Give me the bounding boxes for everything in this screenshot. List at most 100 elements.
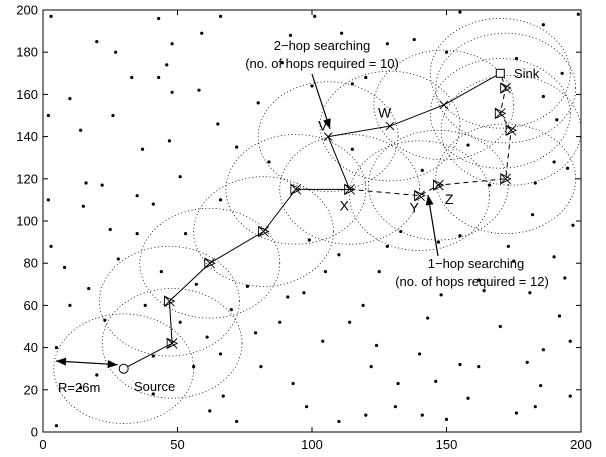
background-node-72 <box>560 71 564 75</box>
background-node-96 <box>130 75 134 80</box>
common-path <box>123 188 350 370</box>
background-node-117 <box>514 411 519 415</box>
background-node-19 <box>208 409 212 413</box>
common-path-node-2 <box>204 257 216 269</box>
one-hop-node-2 <box>500 173 512 185</box>
background-node-78 <box>458 362 462 367</box>
one-hop-annotation-line2: (no. of hops required = 12) <box>395 274 549 289</box>
y-tick-label-20: 20 <box>24 382 38 397</box>
background-node-95 <box>140 147 145 151</box>
background-node-116 <box>498 324 502 329</box>
background-node-74 <box>552 160 556 164</box>
background-nodes <box>46 10 580 428</box>
background-node-108 <box>135 232 139 236</box>
background-node-15 <box>197 88 201 92</box>
background-node-89 <box>576 12 580 16</box>
y-tick-label-80: 80 <box>24 256 38 271</box>
background-node-48 <box>477 364 481 369</box>
background-node-11 <box>167 139 172 143</box>
background-node-115 <box>444 417 449 421</box>
background-node-28 <box>218 198 223 202</box>
source-marker <box>118 363 129 374</box>
background-node-69 <box>313 14 317 18</box>
background-node-20 <box>143 303 147 307</box>
coverage-circle-14 <box>429 58 571 169</box>
background-node-70 <box>458 10 462 14</box>
two-hop-arrow-head <box>323 118 331 129</box>
background-node-23 <box>280 61 285 65</box>
coverage-circle-12 <box>435 123 577 235</box>
node-label-y: Y <box>410 200 420 216</box>
node-label-x: X <box>340 197 350 213</box>
background-node-80 <box>396 381 400 386</box>
background-node-24 <box>288 33 293 37</box>
common-path-node-4 <box>290 183 302 196</box>
one-hop-node-4 <box>494 107 507 120</box>
background-node-16 <box>165 63 169 67</box>
background-node-84 <box>253 331 258 335</box>
background-node-109 <box>87 286 91 291</box>
node-label-z: Z <box>445 191 454 207</box>
coverage-circle-5 <box>225 134 367 245</box>
background-node-1 <box>79 128 83 132</box>
background-node-49 <box>466 396 470 400</box>
background-node-122 <box>339 31 344 35</box>
background-node-8 <box>68 97 72 101</box>
one-hop-annotation-line1: 1−hop searching <box>428 256 525 271</box>
x-tick-label-150: 150 <box>436 437 458 452</box>
background-node-54 <box>305 405 309 409</box>
background-node-6 <box>79 386 83 390</box>
range-arrow <box>55 360 118 366</box>
plot-frame <box>42 9 582 433</box>
coverage-circle-3 <box>139 207 281 319</box>
common-path-node-5 <box>344 183 356 196</box>
background-node-85 <box>218 352 223 356</box>
background-node-53 <box>337 419 341 424</box>
background-node-44 <box>541 348 545 352</box>
background-node-106 <box>302 291 306 295</box>
coverage-circle-4 <box>193 176 334 287</box>
background-node-77 <box>477 278 481 282</box>
background-node-4 <box>100 183 104 187</box>
coverage-circle-15 <box>435 32 577 144</box>
background-node-111 <box>95 373 99 377</box>
background-node-107 <box>183 232 188 236</box>
coverage-circle-16 <box>429 18 571 129</box>
background-node-68 <box>218 14 223 18</box>
y-tick-label-160: 160 <box>16 87 38 102</box>
annotations: 2−hop searching (no. of hops required = … <box>55 38 549 395</box>
background-node-86 <box>393 405 397 409</box>
background-node-119 <box>565 166 570 170</box>
background-node-100 <box>482 289 486 293</box>
background-node-61 <box>116 257 120 261</box>
two-hop-annotation-line1: 2−hop searching <box>274 38 371 53</box>
background-node-75 <box>528 291 532 295</box>
background-node-83 <box>286 295 290 299</box>
background-node-120 <box>541 94 545 99</box>
background-node-87 <box>533 405 537 409</box>
background-node-25 <box>321 339 325 343</box>
background-node-52 <box>364 413 368 417</box>
background-node-3 <box>84 181 88 185</box>
background-node-17 <box>157 75 161 80</box>
two-hop-node-2 <box>439 100 449 110</box>
range-arrow-tail-head <box>107 360 118 369</box>
background-node-59 <box>205 335 209 339</box>
background-node-131 <box>426 316 430 320</box>
background-node-62 <box>68 303 72 307</box>
two-hop-node-1 <box>385 121 395 131</box>
background-node-66 <box>111 113 115 118</box>
background-node-105 <box>350 147 354 151</box>
background-node-67 <box>135 194 139 198</box>
background-node-79 <box>434 379 438 383</box>
one-hop-node-3 <box>505 124 518 136</box>
background-node-56 <box>229 308 233 312</box>
x-tick-label-200: 200 <box>570 437 592 452</box>
background-node-121 <box>444 50 449 54</box>
background-node-39 <box>506 244 510 248</box>
background-node-29 <box>235 145 239 149</box>
background-node-57 <box>194 282 198 286</box>
background-node-123 <box>200 31 204 35</box>
range-label: R=26m <box>58 380 100 395</box>
background-node-33 <box>399 229 403 234</box>
